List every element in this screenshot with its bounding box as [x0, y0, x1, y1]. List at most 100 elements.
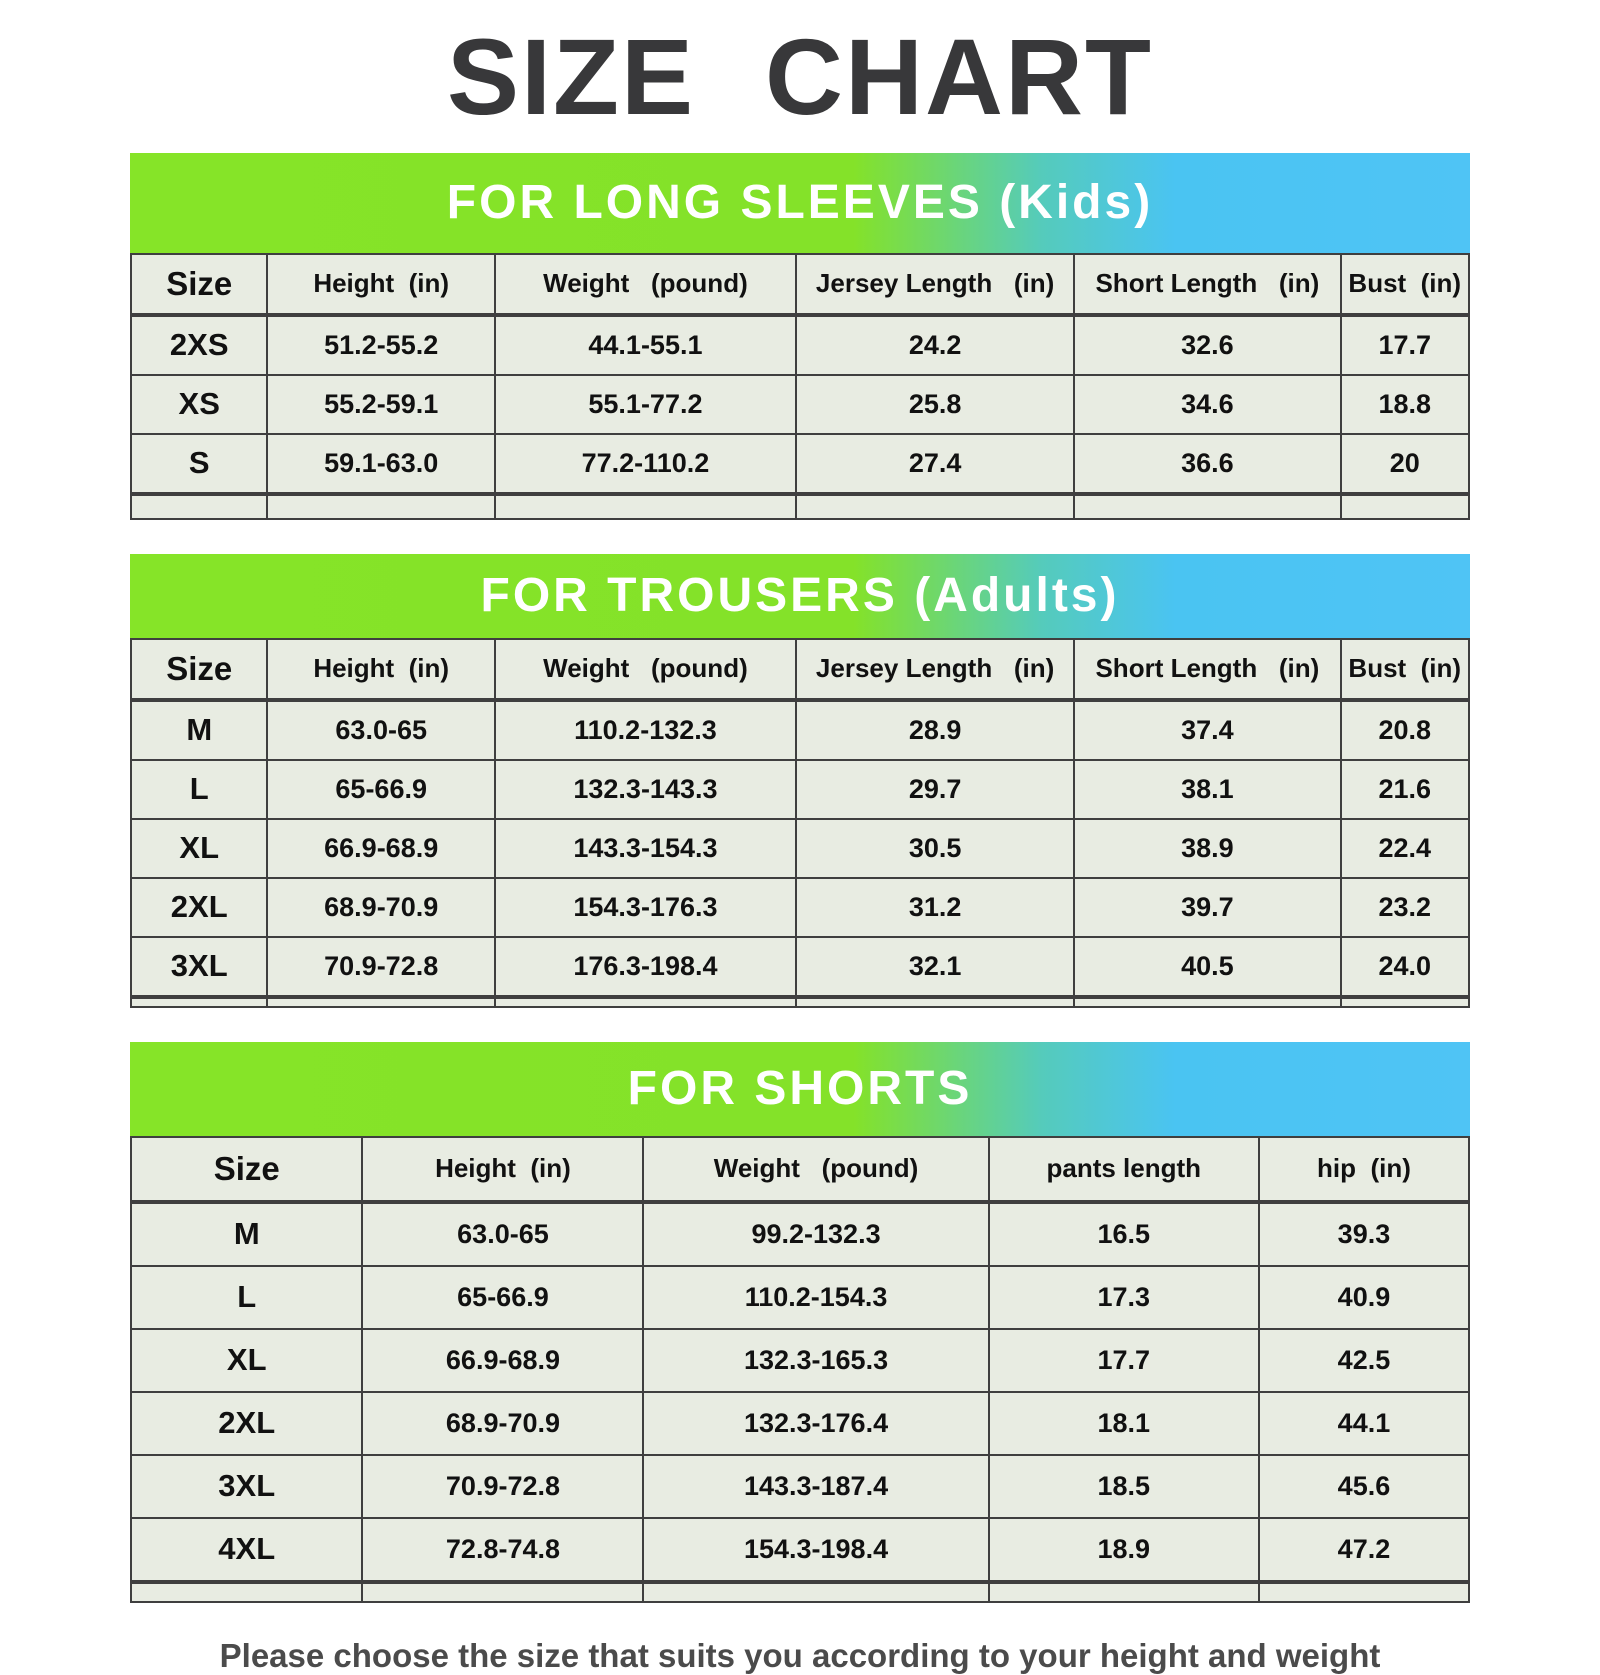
table-cell: 77.2-110.2	[493, 432, 797, 495]
table-cell: 99.2-132.3	[642, 1200, 990, 1267]
size-cell: 2XS	[129, 313, 269, 376]
size-cell: 3XL	[129, 935, 269, 998]
table-cell: 65-66.9	[266, 758, 496, 820]
table-row: 3XL 70.9-72.8 143.3-187.4 18.5 45.6	[129, 1453, 1471, 1519]
size-cell: M	[129, 698, 269, 761]
cutoff-cell	[129, 491, 269, 520]
table-cell: 68.9-70.9	[361, 1390, 645, 1456]
section-banner-label: FOR LONG SLEEVES (Kids)	[446, 176, 1154, 230]
table-cell: 63.0-65	[361, 1200, 645, 1267]
cutoff-cell	[1073, 994, 1342, 1008]
table-row: M 63.0-65 99.2-132.3 16.5 39.3	[129, 1200, 1471, 1267]
table-cell: 40.5	[1073, 935, 1342, 998]
table-cell: 38.1	[1073, 758, 1342, 820]
table-cell: 18.1	[987, 1390, 1260, 1456]
size-cell: 2XL	[129, 1390, 364, 1456]
cutoff-cell	[642, 1579, 990, 1603]
table-cell: 132.3-143.3	[493, 758, 797, 820]
table-cell: 59.1-63.0	[266, 432, 496, 495]
table-cell: 20.8	[1339, 698, 1471, 761]
header-cell-height: Height (in)	[266, 637, 496, 702]
table-row: 2XS 51.2-55.2 44.1-55.1 24.2 32.6 17.7	[129, 313, 1471, 376]
table-cell: 23.2	[1339, 876, 1471, 938]
header-row: Size Height (in) Weight (pound) Jersey L…	[129, 252, 1471, 317]
table-cell: 39.7	[1073, 876, 1342, 938]
cutoff-cell	[1339, 491, 1471, 520]
header-cell-hip: hip (in)	[1257, 1135, 1471, 1204]
cutoff-cell	[129, 1579, 364, 1603]
cutoff-cell	[1073, 491, 1342, 520]
size-cell: L	[129, 1264, 364, 1330]
table-cell: 37.4	[1073, 698, 1342, 761]
table-cell: 38.9	[1073, 817, 1342, 879]
table-cell: 25.8	[794, 373, 1076, 435]
table-cell: 110.2-154.3	[642, 1264, 990, 1330]
page-title: SIZE CHART	[447, 16, 1153, 137]
table-row: L 65-66.9 110.2-154.3 17.3 40.9	[129, 1264, 1471, 1330]
header-cell-height: Height (in)	[266, 252, 496, 317]
size-cell: XL	[129, 1327, 364, 1393]
table-cell: 34.6	[1073, 373, 1342, 435]
table-row: L 65-66.9 132.3-143.3 29.7 38.1 21.6	[129, 758, 1471, 820]
table-cell: 47.2	[1257, 1516, 1471, 1583]
table-cell: 63.0-65	[266, 698, 496, 761]
table-cell: 70.9-72.8	[266, 935, 496, 998]
table-cell: 68.9-70.9	[266, 876, 496, 938]
table-cell: 42.5	[1257, 1327, 1471, 1393]
cutoff-cell	[794, 994, 1076, 1008]
size-cell: L	[129, 758, 269, 820]
header-cell-short-length: Short Length (in)	[1073, 637, 1342, 702]
table-cell: 39.3	[1257, 1200, 1471, 1267]
table-cell: 30.5	[794, 817, 1076, 879]
table-cell: 44.1	[1257, 1390, 1471, 1456]
table-row: 2XL 68.9-70.9 154.3-176.3 31.2 39.7 23.2	[129, 876, 1471, 938]
table-row: XS 55.2-59.1 55.1-77.2 25.8 34.6 18.8	[129, 373, 1471, 435]
table-cell: 36.6	[1073, 432, 1342, 495]
cutoff-cell	[266, 491, 496, 520]
header-cell-short-length: Short Length (in)	[1073, 252, 1342, 317]
size-cell: XL	[129, 817, 269, 879]
table-cell: 65-66.9	[361, 1264, 645, 1330]
header-cell-pants-length: pants length	[987, 1135, 1260, 1204]
header-cell-weight: Weight (pound)	[642, 1135, 990, 1204]
table-cell: 44.1-55.1	[493, 313, 797, 376]
table-cell: 28.9	[794, 698, 1076, 761]
section-banner: FOR TROUSERS (Adults)	[130, 553, 1470, 638]
table-cell: 20	[1339, 432, 1471, 495]
table-cell: 17.7	[987, 1327, 1260, 1393]
table-row: S 59.1-63.0 77.2-110.2 27.4 36.6 20	[129, 432, 1471, 495]
header-cell-jersey-length: Jersey Length (in)	[794, 252, 1076, 317]
cutoff-cell	[987, 1579, 1260, 1603]
header-cell-bust: Bust (in)	[1339, 637, 1471, 702]
section-banner: FOR SHORTS	[130, 1041, 1470, 1136]
size-cell: M	[129, 1200, 364, 1267]
table-cell: 132.3-176.4	[642, 1390, 990, 1456]
header-cell-bust: Bust (in)	[1339, 252, 1471, 317]
header-cell-height: Height (in)	[361, 1135, 645, 1204]
header-cell-weight: Weight (pound)	[493, 252, 797, 317]
cutoff-cell	[266, 994, 496, 1008]
table-cell: 143.3-187.4	[642, 1453, 990, 1519]
table-cell: 45.6	[1257, 1453, 1471, 1519]
table-cell: 143.3-154.3	[493, 817, 797, 879]
header-cell-weight: Weight (pound)	[493, 637, 797, 702]
table-cell: 40.9	[1257, 1264, 1471, 1330]
cutoff-cell	[493, 491, 797, 520]
section-shorts: FOR SHORTS Size Height (in) Weight (poun…	[129, 1041, 1471, 1603]
cutoff-cell	[794, 491, 1076, 520]
kids-long-sleeves-table: Size Height (in) Weight (pound) Jersey L…	[129, 252, 1471, 520]
section-banner-label: FOR TROUSERS (Adults)	[480, 569, 1120, 623]
header-row: Size Height (in) Weight (pound) pants le…	[129, 1135, 1471, 1204]
table-cell: 21.6	[1339, 758, 1471, 820]
size-cell: 2XL	[129, 876, 269, 938]
table-cell: 176.3-198.4	[493, 935, 797, 998]
table-row: 4XL 72.8-74.8 154.3-198.4 18.9 47.2	[129, 1516, 1471, 1583]
table-cell: 154.3-176.3	[493, 876, 797, 938]
cutoff-cell	[1257, 1579, 1471, 1603]
size-cell: 4XL	[129, 1516, 364, 1583]
table-cell: 66.9-68.9	[266, 817, 496, 879]
adults-trousers-table: Size Height (in) Weight (pound) Jersey L…	[129, 637, 1471, 1008]
table-cell: 29.7	[794, 758, 1076, 820]
table-row: XL 66.9-68.9 132.3-165.3 17.7 42.5	[129, 1327, 1471, 1393]
table-cell: 32.1	[794, 935, 1076, 998]
